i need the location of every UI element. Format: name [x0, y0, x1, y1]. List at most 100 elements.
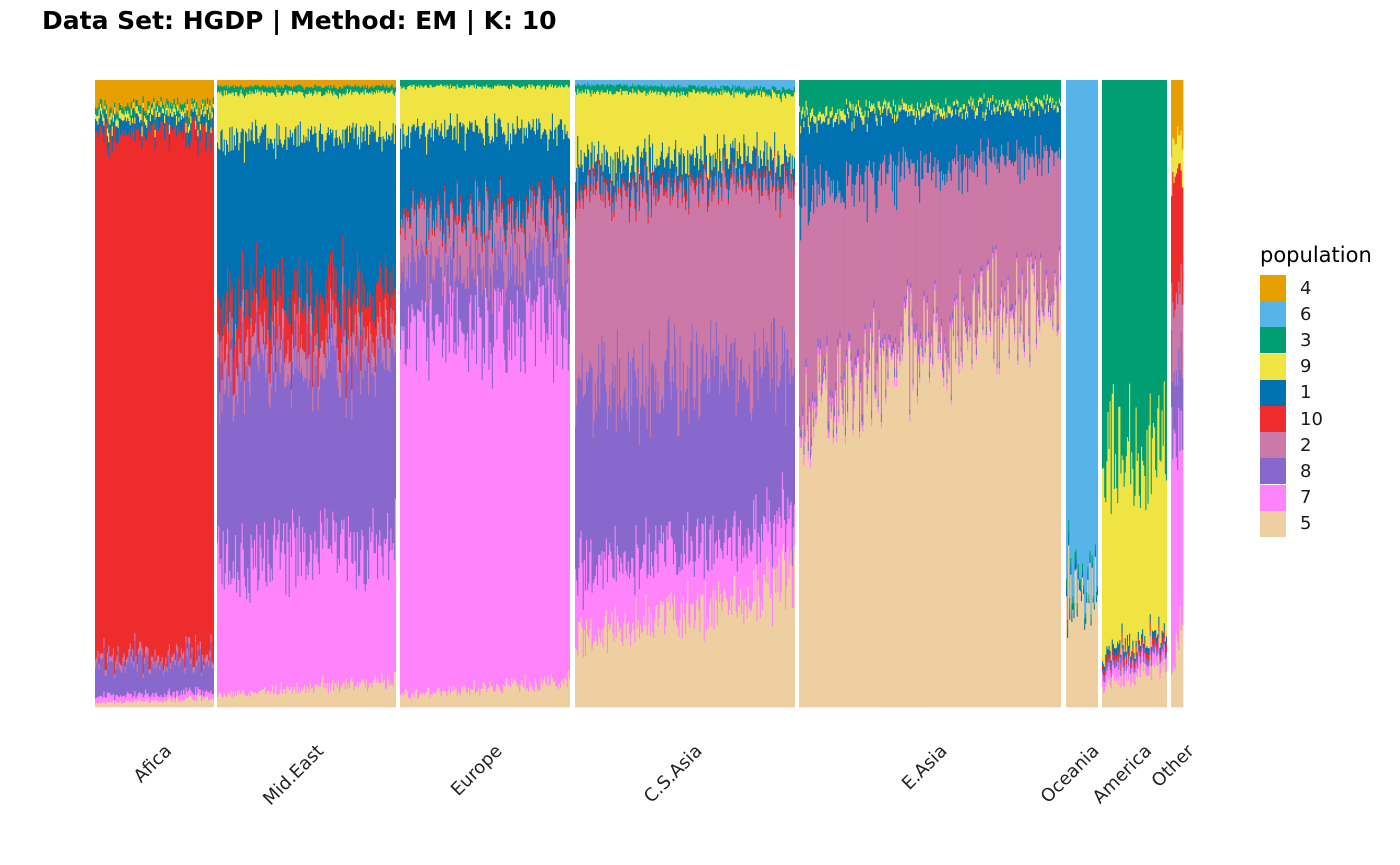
- bar-segment: [595, 160, 598, 182]
- bar-segment: [371, 319, 373, 353]
- bar-segment: [636, 544, 639, 629]
- bar-segment: [566, 283, 569, 688]
- bar-segment: [223, 85, 226, 91]
- bar-segment: [212, 664, 215, 669]
- bar-segment: [630, 199, 632, 208]
- bar-segment: [224, 573, 227, 697]
- bar-segment: [249, 84, 251, 91]
- bar-segment: [549, 198, 552, 243]
- bar-segment: [727, 386, 730, 539]
- bar-segment: [675, 172, 677, 348]
- bar-segment: [694, 619, 697, 708]
- bar-segment: [152, 123, 154, 657]
- bar-segment: [748, 188, 751, 365]
- bar-segment: [333, 145, 335, 266]
- bar-segment: [542, 284, 545, 681]
- bar-segment: [708, 94, 710, 180]
- bar-segment: [636, 398, 639, 545]
- bar-segment: [615, 80, 618, 85]
- bar-segment: [674, 80, 676, 87]
- bar-segment: [133, 695, 135, 702]
- bar-segment: [498, 211, 501, 217]
- bar-segment: [710, 172, 712, 178]
- bar-segment: [231, 578, 234, 698]
- bar-segment: [458, 80, 461, 88]
- bar-segment: [551, 215, 554, 280]
- bar-segment: [430, 137, 433, 196]
- bar-segment: [615, 84, 618, 92]
- bar-segment: [156, 700, 159, 708]
- bar-segment: [539, 188, 541, 229]
- bar-segment: [229, 127, 231, 273]
- bar-segment: [533, 86, 536, 132]
- bar-segment: [576, 208, 578, 406]
- bar-segment: [652, 566, 654, 632]
- bar-segment: [610, 178, 612, 184]
- bar-segment: [419, 80, 421, 88]
- bar-segment: [536, 198, 538, 205]
- bar-segment: [305, 86, 307, 94]
- bar-segment: [249, 366, 251, 397]
- bar-segment: [104, 105, 107, 110]
- bar-segment: [405, 135, 408, 208]
- bar-segment: [251, 301, 254, 338]
- bar-segment: [298, 296, 301, 325]
- bar-segment: [429, 128, 431, 203]
- bar-segment: [372, 682, 375, 708]
- bar-segment: [747, 586, 750, 708]
- bar-segment: [123, 653, 126, 662]
- bar-segment: [162, 80, 165, 105]
- bar-segment: [352, 91, 354, 123]
- bar-segment: [302, 689, 304, 708]
- bar-segment: [519, 318, 521, 693]
- bar-segment: [380, 545, 382, 683]
- bar-segment: [439, 225, 442, 232]
- bar-segment: [230, 381, 232, 584]
- bar-segment: [328, 548, 331, 683]
- bar-segment: [312, 134, 314, 332]
- bar-segment: [326, 132, 329, 299]
- bar-segment: [246, 92, 248, 134]
- bar-segment: [116, 655, 119, 664]
- bar-segment: [490, 88, 493, 141]
- bar-segment: [487, 688, 489, 708]
- bar-segment: [108, 122, 110, 133]
- bar-segment: [193, 672, 196, 695]
- bar-segment: [268, 403, 270, 565]
- bar-segment: [472, 80, 475, 86]
- bar-segment: [504, 134, 506, 236]
- bar-segment: [249, 696, 251, 708]
- bar-segment: [341, 685, 343, 708]
- bar-segment: [458, 87, 461, 123]
- bar-segment: [586, 80, 588, 87]
- bar-segment: [676, 624, 678, 708]
- bar-segment: [183, 111, 185, 119]
- bar-segment: [239, 596, 241, 694]
- bar-segment: [102, 702, 104, 708]
- bar-segment: [719, 94, 721, 149]
- bar-segment: [623, 623, 625, 708]
- bar-segment: [238, 579, 240, 691]
- bar-segment: [178, 665, 180, 697]
- bar-segment: [390, 90, 392, 141]
- bar-segment: [265, 298, 267, 350]
- bar-segment: [404, 239, 407, 292]
- bar-segment: [722, 166, 724, 171]
- bar-segment: [466, 332, 469, 693]
- bar-segment: [118, 102, 121, 111]
- bar-segment: [702, 85, 705, 94]
- bar-segment: [280, 552, 283, 681]
- bar-segment: [533, 80, 536, 87]
- bar-segment: [526, 301, 529, 688]
- bar-segment: [707, 206, 709, 213]
- bar-segment: [370, 333, 372, 354]
- bar-segment: [247, 141, 249, 291]
- bar-segment: [271, 580, 274, 686]
- bar-segment: [280, 296, 283, 340]
- bar-segment: [389, 135, 391, 313]
- bar-segment: [645, 187, 647, 194]
- bar-segment: [326, 517, 329, 684]
- bar-segment: [722, 89, 724, 148]
- bar-segment: [268, 373, 270, 404]
- bar-segment: [620, 161, 622, 189]
